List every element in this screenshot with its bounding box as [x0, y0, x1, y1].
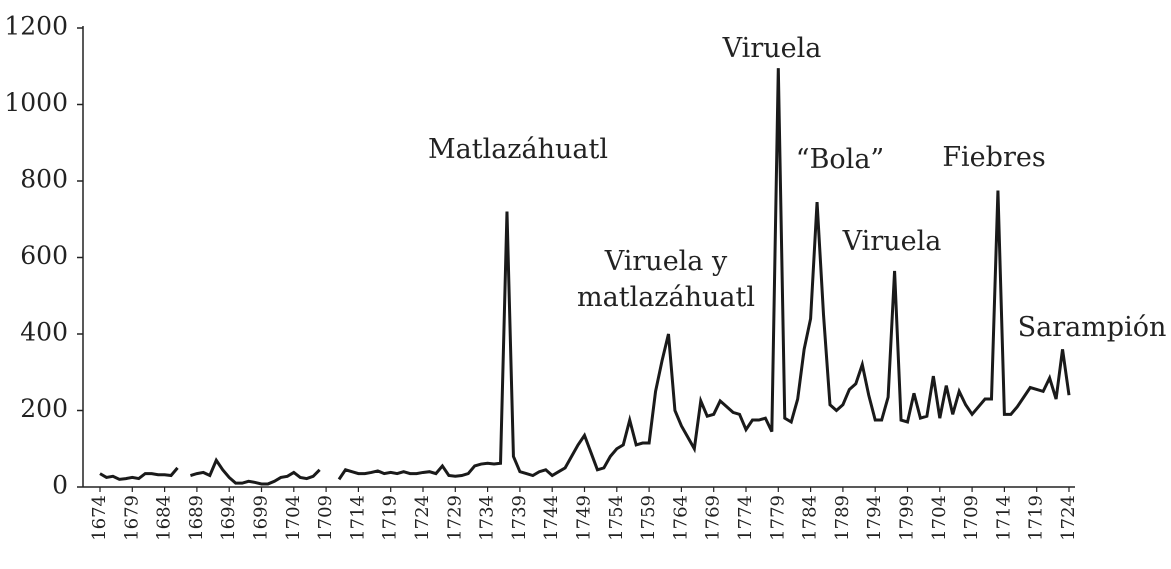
annotation: Sarampión: [1018, 312, 1167, 343]
y-tick-label: 200: [20, 394, 68, 423]
y-tick-label: 600: [20, 241, 68, 270]
x-tick-label: 1779: [767, 495, 788, 541]
y-tick-label: 1000: [4, 88, 68, 117]
annotation: Matlazáhuatl: [428, 134, 608, 165]
x-tick-label: 1794: [864, 495, 885, 541]
x-tick-label: 1774: [735, 495, 756, 541]
x-tick-label: 1729: [444, 495, 465, 541]
x-tick-label: 1684: [154, 495, 175, 541]
x-tick-label: 1759: [638, 495, 659, 541]
x-tick-label: 1679: [121, 495, 142, 541]
annotation: Viruela: [842, 226, 942, 257]
x-tick-label: 1714: [993, 495, 1014, 541]
annotation: “Bola”: [796, 144, 884, 175]
x-tick-label: 1769: [703, 495, 724, 541]
x-tick-label: 1699: [251, 495, 272, 541]
x-tick-label: 1739: [509, 495, 530, 541]
x-tick-label: 1724: [412, 495, 433, 541]
x-tick-label: 1754: [606, 495, 627, 541]
x-tick-label: 1689: [186, 495, 207, 541]
data-line: [99, 68, 1071, 486]
x-tick-label: 1704: [283, 495, 304, 541]
y-tick-label: 400: [20, 318, 68, 347]
annotation-line: Viruela y: [604, 246, 728, 277]
x-tick-label: 1784: [800, 495, 821, 541]
x-tick-label: 1744: [541, 495, 562, 541]
x-tick-label: 1704: [929, 495, 950, 541]
annotation: Viruela: [722, 33, 822, 64]
annotation: Fiebres: [942, 142, 1045, 173]
x-tick-label: 1709: [961, 495, 982, 541]
x-tick-label: 1734: [477, 495, 498, 541]
x-tick-label: 1719: [380, 495, 401, 541]
x-tick-label: 1789: [832, 495, 853, 541]
x-tick-label: 1714: [347, 495, 368, 541]
x-tick-label: 1799: [897, 495, 918, 541]
x-tick-label: 1749: [574, 495, 595, 541]
x-tick-label: 1694: [218, 495, 239, 541]
annotation-line: matlazáhuatl: [577, 282, 755, 313]
x-tick-label: 1724: [1058, 495, 1079, 541]
y-tick-label: 800: [20, 165, 68, 194]
y-tick-label: 0: [52, 471, 68, 500]
y-tick-label: 1200: [4, 12, 68, 41]
annotation: Viruela y matlazáhuatl: [577, 246, 755, 313]
x-tick-label: 1719: [1026, 495, 1047, 541]
x-tick-label: 1674: [89, 495, 110, 541]
x-tick-label: 1709: [315, 495, 336, 541]
x-tick-label: 1764: [670, 495, 691, 541]
